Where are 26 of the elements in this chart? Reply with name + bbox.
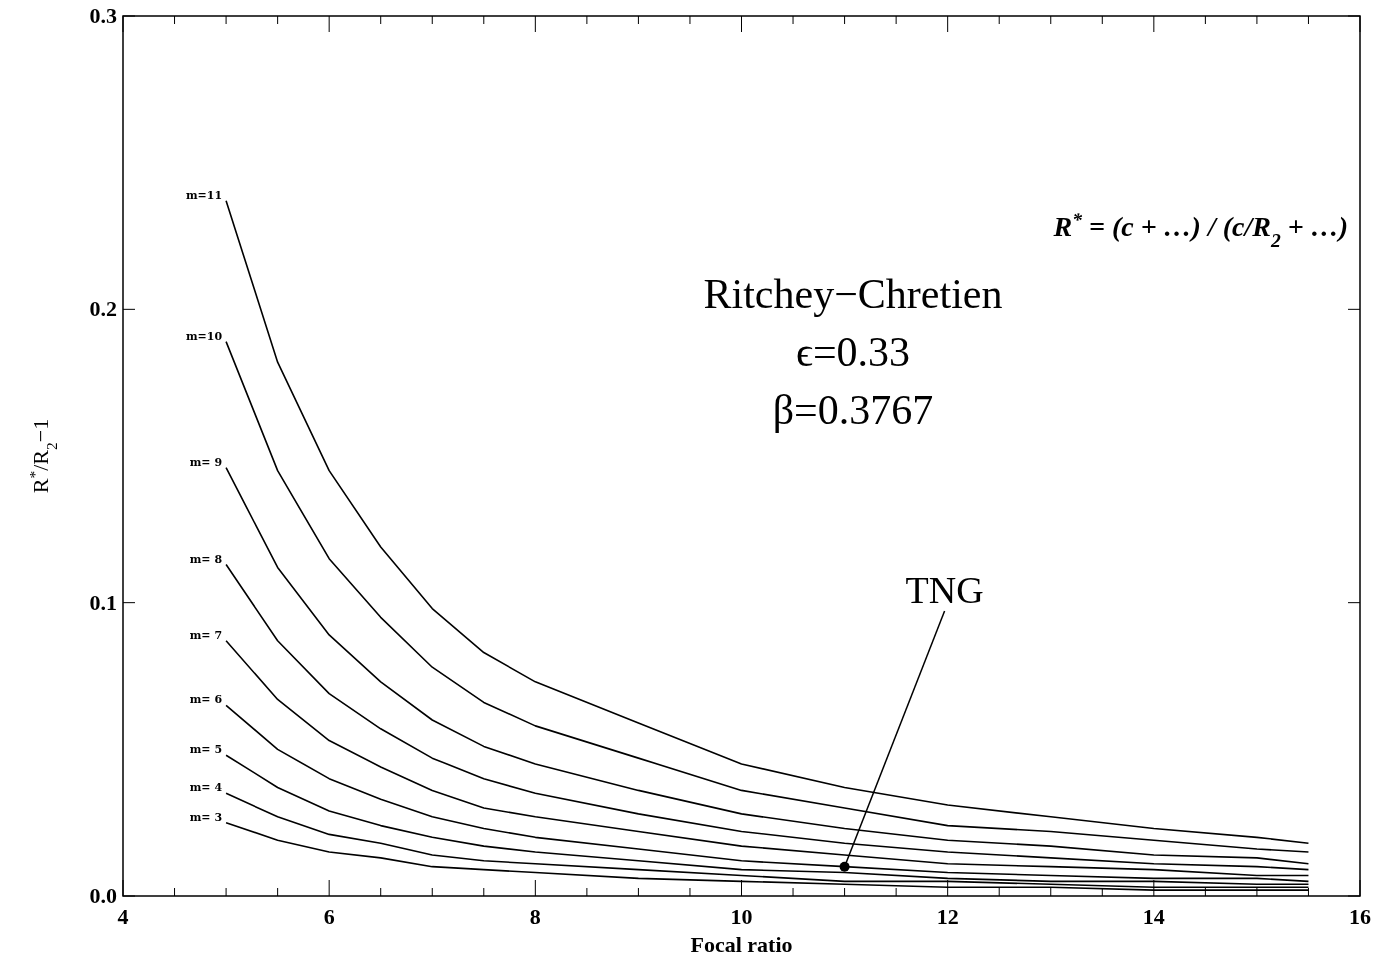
series-label: m= 4 [189, 781, 223, 795]
series-label: m= 5 [189, 743, 223, 757]
y-tick-label: 0.0 [89, 883, 117, 908]
annotation: ϵ=0.33 [795, 329, 911, 375]
x-tick-label: 14 [1142, 904, 1165, 929]
x-axis-title: Focal ratio [690, 932, 793, 957]
annotation: Ritchey−Chretien [703, 271, 1003, 317]
annotation: β=0.3767 [772, 387, 934, 433]
series-label: m= 8 [189, 552, 223, 566]
y-tick-label: 0.1 [89, 589, 117, 615]
annotation: TNG [905, 569, 984, 611]
series-label: m=11 [185, 188, 223, 202]
x-tick-label: 4 [117, 904, 129, 929]
series-label: m= 6 [189, 693, 223, 707]
annotation: R$^{*}$ = (c + …) / (c/R$_{2}$ + …) [1052, 208, 1348, 251]
x-tick-label: 8 [529, 904, 541, 929]
series-label: m=10 [185, 329, 223, 343]
y-tick-label: 0.2 [89, 296, 117, 322]
x-tick-label: 6 [323, 904, 335, 929]
series-label: m= 7 [189, 628, 223, 642]
y-tick-label: 0.3 [89, 3, 117, 28]
series-label: m= 3 [189, 810, 223, 824]
x-tick-label: 10 [730, 904, 753, 929]
series-label: m= 9 [189, 455, 223, 469]
x-tick-label: 16 [1349, 904, 1371, 929]
x-tick-label: 12 [936, 904, 959, 929]
